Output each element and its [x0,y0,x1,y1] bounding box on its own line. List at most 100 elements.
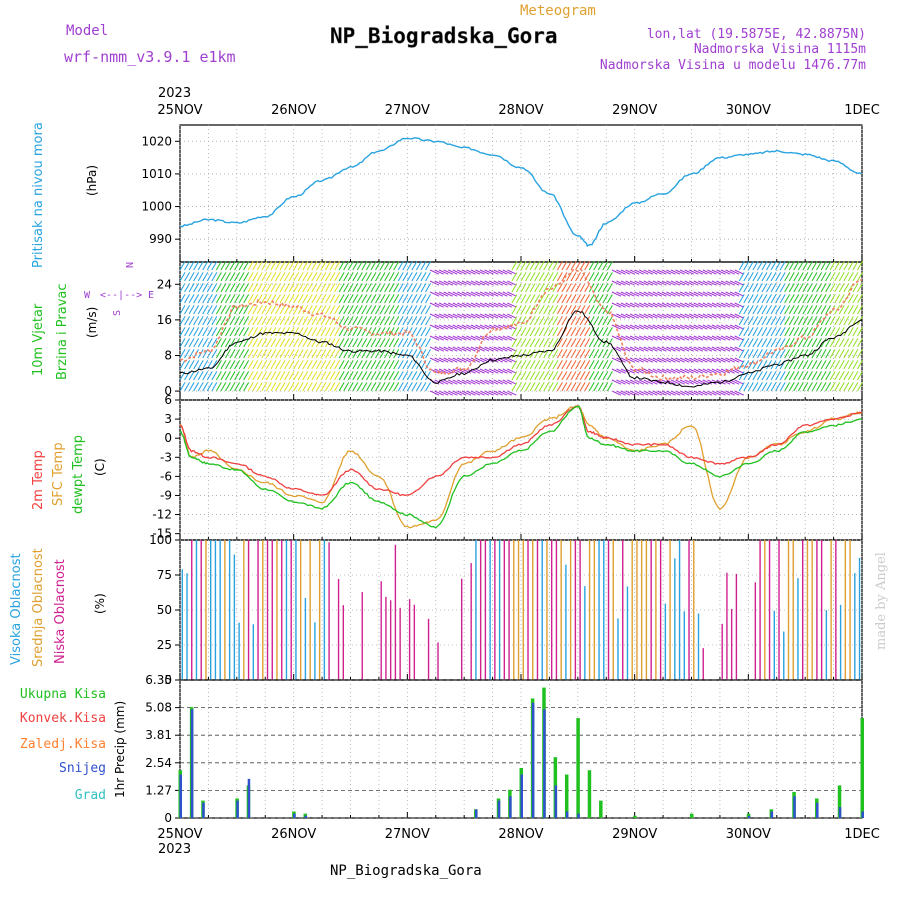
wind-barb [575,371,581,381]
wind-barb [375,338,381,348]
wind-barb [711,335,722,341]
wind-barb [847,294,854,304]
wind-barb [434,302,444,308]
wind-barb [466,291,476,297]
wind-barb [788,261,795,271]
time-tick-top: 26NOV [271,103,316,118]
temp-unit: (C) [93,458,107,476]
wind-barb [379,327,386,337]
wind-barb [411,272,418,282]
wind-barb [725,324,735,330]
cloud-ytick-label: 25 [157,638,172,652]
wind-barb [261,283,268,293]
wind-barb [634,346,644,352]
wind-barb [543,338,550,348]
wind-barb [247,272,254,282]
wind-barb [747,261,754,271]
wind-barb [729,302,740,308]
wind-barb [361,382,368,392]
wind-barb [834,261,841,271]
wind-barb [275,294,281,304]
wind-barb [297,327,304,337]
wind-barb [847,316,854,326]
wind-barb [529,305,536,315]
wind-barb [629,291,640,297]
wind-barb [843,382,850,392]
wind-barb [820,382,827,392]
wind-barb [606,338,613,348]
wind-barb [288,261,295,271]
wind-barb [448,379,458,385]
wind-barb [770,294,777,304]
wind-barb [297,294,304,304]
wind-barb [675,324,685,330]
wind-barb [575,327,581,337]
wind-barb [797,338,804,348]
wind-barb [738,382,745,392]
wind-barb [352,261,359,271]
product-title: Meteogram [520,3,596,19]
wind-barb [443,302,453,308]
wind-barb [402,349,409,359]
wind-barb [415,349,422,359]
wind-barb [379,360,386,370]
wind-barb [188,261,195,271]
wind-barb [579,349,586,359]
wind-barb [766,360,772,370]
wind-barb [220,305,227,315]
wind-barb [807,382,813,392]
wind-barb [347,283,354,293]
cloud-ytick-label: 100 [149,533,172,547]
wind-barb [238,327,245,337]
wind-barb [552,327,559,337]
wind-barb [184,349,190,359]
wind-barb [657,313,667,319]
wind-barb [602,261,609,271]
wind-barb [184,283,190,293]
wind-barb [184,316,190,326]
wind-barb [270,283,277,293]
wind-barb [397,382,404,392]
wind-barb [415,283,422,293]
wind-barb [657,335,667,341]
wind-barb [302,360,309,370]
wind-barb [575,338,581,348]
wind-barb [252,261,259,271]
wind-barb [843,272,850,282]
wind-barb [534,338,541,348]
wind-barb [397,283,404,293]
wind-barb [816,382,822,392]
wind-barb [788,371,795,381]
wind-barb [625,324,635,330]
wind-barb [797,316,804,326]
wind-barb [302,272,309,282]
wind-barb [847,349,854,359]
wind-barb [393,261,400,271]
wind-barb [438,368,449,374]
wind-barb [743,316,750,326]
wind-barb [811,338,818,348]
wind-barb [611,313,622,319]
wind-barb [620,302,631,308]
wind-barb [256,305,263,315]
wind-barb [834,371,841,381]
wind-barb [493,335,503,341]
wind-barb [802,382,809,392]
wind-barb [406,283,413,293]
wind-barb [738,272,745,282]
precip-snow-bar [247,778,251,818]
wind-barb [738,316,745,326]
wind-barb [329,272,336,282]
wind-barb [502,357,513,363]
footer-station: NP_Biogradska_Gora [330,863,482,879]
wind-barb [197,305,204,315]
wind-barb [397,272,404,282]
wind-barb [779,316,786,326]
wind-barb [425,382,431,392]
wind-barb [370,316,377,326]
wind-barb [634,335,644,341]
wind-barb [775,349,782,359]
wind-barb [747,272,754,282]
wind-barb [261,261,268,271]
wind-barb [793,349,800,359]
